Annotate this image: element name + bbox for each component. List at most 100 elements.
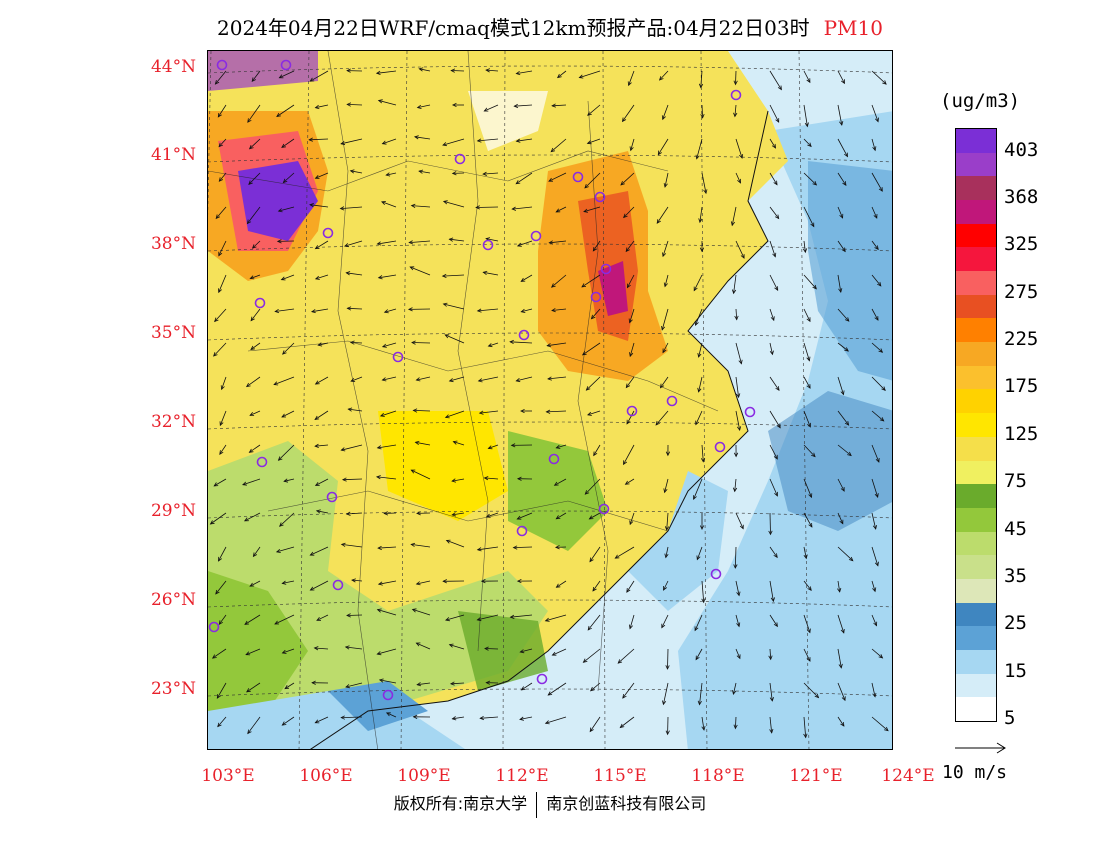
wind-arrow (837, 274, 842, 293)
wind-arrow-head (733, 452, 739, 458)
wind-arrow-head (410, 203, 416, 208)
city-marker (280, 59, 292, 71)
wind-arrow (345, 646, 363, 650)
wind-arrow (309, 138, 329, 141)
wind-arrow (416, 580, 431, 585)
wind-arrow (218, 172, 227, 182)
wind-arrow (734, 104, 737, 117)
wind-arrow-head (476, 547, 482, 552)
wind-arrow (735, 512, 744, 529)
wind-arrow-head (662, 252, 667, 258)
wind-arrow-head (696, 555, 701, 561)
wind-arrow (442, 274, 465, 277)
city-marker (254, 297, 266, 309)
wind-arrow-head (733, 564, 738, 569)
wind-arrow-head (732, 487, 738, 493)
wind-arrow-head (738, 359, 743, 365)
wind-arrow (550, 138, 567, 153)
wind-arrow-head (448, 378, 454, 383)
wind-arrow (837, 206, 843, 219)
wind-arrow (515, 172, 533, 185)
wind-arrow (547, 376, 567, 380)
colorbar-segment (956, 436, 996, 461)
wind-arrow-head (803, 733, 808, 739)
wind-arrow (803, 240, 806, 253)
wind-arrow (452, 716, 465, 720)
wind-arrow-head (476, 138, 482, 143)
wind-arrow (579, 70, 601, 78)
lat-label-44: 44°N (150, 57, 196, 77)
wind-arrow-head (311, 680, 316, 685)
wind-arrow-head (663, 585, 667, 591)
wind-arrow (549, 240, 567, 244)
wind-arrow (315, 274, 329, 280)
wind-arrow-head (309, 203, 314, 208)
wind-arrow-head (626, 283, 631, 289)
wind-arrow-head (872, 525, 877, 530)
wind-arrow (734, 546, 737, 569)
boundaries (208, 51, 719, 749)
wind-arrow (453, 441, 465, 446)
wind-arrow-head (556, 73, 562, 79)
wind-arrow-head (412, 408, 418, 413)
wind-arrow (377, 648, 397, 655)
wind-arrow-head (377, 99, 383, 104)
wind-arrow-head (317, 342, 323, 347)
wind-arrow-head (479, 715, 485, 721)
wind-arrow (486, 512, 499, 518)
wind-arrow (769, 206, 780, 219)
wind-arrow (701, 580, 705, 603)
wind-arrow (282, 716, 295, 726)
wind-arrow (386, 172, 397, 176)
lon-label-118: 118°E (691, 766, 745, 786)
colorbar-segment (956, 578, 996, 604)
wind-arrow-head (629, 146, 634, 152)
wind-arrow-head (620, 181, 625, 186)
wind-arrow-head (872, 587, 877, 593)
colorbar-label: 25 (1004, 612, 1027, 635)
wind-arrow-head (381, 377, 387, 382)
wind-arrow-head (697, 700, 702, 706)
wind-arrow (445, 410, 465, 418)
wind-arrow (583, 206, 601, 212)
wind-arrow (378, 100, 397, 106)
wind-arrow-head (482, 171, 487, 176)
wind-arrow-head (314, 380, 320, 385)
wind-arrow (665, 546, 669, 558)
wind-arrow (769, 444, 778, 460)
colorbar-segment (956, 247, 996, 272)
wind-arrow-head (773, 180, 778, 186)
wind-arrow-head (478, 410, 484, 415)
wind-arrow-head (250, 316, 255, 322)
wind-arrow-head (884, 726, 889, 732)
central-green-region (508, 431, 608, 551)
city-marker (536, 673, 548, 685)
wind-arrow-head (592, 586, 597, 592)
wind-arrow (552, 104, 567, 107)
wind-arrow (735, 648, 741, 659)
wind-arrow (837, 614, 845, 634)
wind-arrow (215, 580, 227, 595)
wind-arrow-head (733, 724, 738, 730)
wind-arrow (837, 138, 848, 157)
wind-arrow (589, 512, 601, 520)
wind-arrow (249, 580, 261, 587)
wind-arrow (281, 274, 295, 281)
wind-arrow-head (344, 243, 349, 248)
wind-arrow (769, 104, 780, 123)
wind-arrow-head (217, 112, 222, 118)
wind-arrow-head (509, 614, 515, 619)
wind-arrow-head (844, 317, 850, 322)
wind-arrow (803, 614, 811, 633)
wind-arrow-head (248, 144, 254, 150)
colorbar-label: 15 (1004, 659, 1027, 682)
wind-arrow-head (872, 146, 877, 152)
wind-arrow-head (586, 140, 592, 145)
wind-arrow-head (733, 112, 738, 118)
wind-arrow (513, 546, 533, 548)
wind-arrow (871, 240, 879, 250)
wind-arrow (341, 544, 363, 548)
wind-arrow (274, 614, 295, 625)
colorbar-segment (956, 413, 996, 438)
wind-arrow-head (246, 219, 252, 225)
